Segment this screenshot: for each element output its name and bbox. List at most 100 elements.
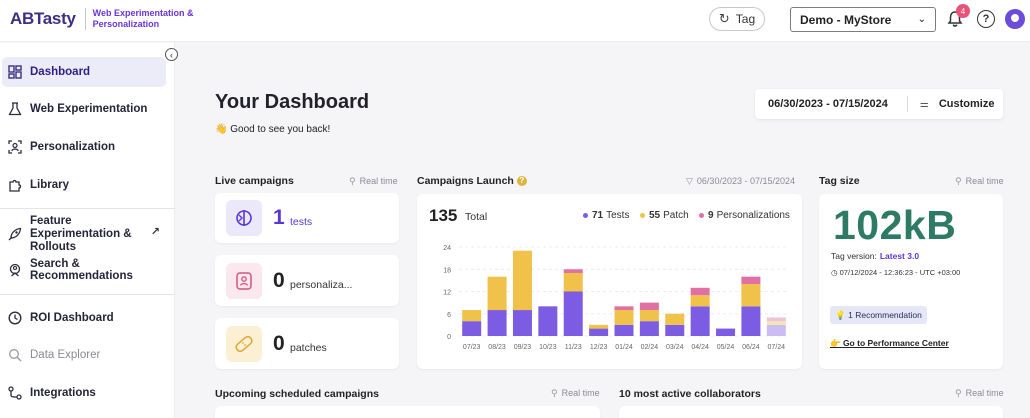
search-badge-icon <box>8 263 22 277</box>
patches-count: 0 <box>273 332 285 355</box>
bar-segment-patch <box>512 250 532 311</box>
campaigns-launch-card: 135 Total 71 Tests 55 Patch 9 Personalizati… <box>417 194 802 369</box>
sidebar-divider <box>0 208 174 209</box>
bar-segment-personalizations <box>639 302 659 311</box>
legend-count: 71 <box>592 210 604 221</box>
tag-button[interactable]: ↻ Tag <box>709 7 765 31</box>
sidebar-item-label: Dashboard <box>30 66 91 78</box>
patch-icon <box>226 326 262 362</box>
tests-count: 1 <box>273 206 285 229</box>
logo-text: ABTasty <box>10 9 76 28</box>
pin-icon: ⚲ <box>955 176 962 186</box>
x-tick-label: 06/24 <box>742 344 760 351</box>
bar-segment-tests <box>563 291 583 336</box>
campaign-card-patches[interactable]: 0 patches <box>215 318 399 369</box>
y-tick-label: 0 <box>447 334 451 341</box>
refresh-icon: ↻ <box>718 11 730 26</box>
campaign-card-tests[interactable]: 1 tests <box>215 193 399 243</box>
tag-size-title: Tag size <box>819 175 860 187</box>
tag-version-label: Tag version: <box>831 251 877 261</box>
date-range-picker[interactable]: 06/30/2023 - 07/15/2024 <box>768 98 888 110</box>
collapse-sidebar-button[interactable]: ‹ <box>165 48 178 61</box>
tag-version-value[interactable]: Latest 3.0 <box>879 251 920 261</box>
bar-segment-tests <box>512 310 532 336</box>
sidebar-item-label: ROI Dashboard <box>30 312 114 324</box>
campaigns-launch-chart: 0 6 12 18 24 07/23 08/23 09/23 10/23 11/23 12/23 01… <box>443 245 789 351</box>
tag-size-value: 102kB <box>833 202 957 248</box>
user-icon <box>1011 13 1019 22</box>
logo-subtitle: Web Experimentation & Personalization <box>92 8 194 29</box>
realtime-label: Real time <box>965 176 1004 186</box>
page-title: Your Dashboard <box>215 91 370 113</box>
campaigns-launch-title-text: Campaigns Launch <box>417 175 514 187</box>
sidebar-item-label: Library <box>30 179 69 191</box>
external-link-icon: ↗ <box>150 226 160 238</box>
sidebar-item-data-explorer[interactable]: Data Explorer <box>2 340 166 370</box>
personalizations-label: personaliza... <box>290 279 353 291</box>
legend-item-tests: 71 Tests <box>583 210 629 221</box>
x-tick-label: 08/23 <box>488 344 506 351</box>
tag-button-label: Tag <box>735 12 756 26</box>
logo-divider <box>84 8 86 30</box>
legend-dot <box>583 213 588 218</box>
pin-icon: ⚲ <box>955 388 962 398</box>
tag-date: ◷ 07/12/2024 - 12:36:23 - UTC +03:00 <box>831 268 960 277</box>
x-tick-label: 05/24 <box>717 344 735 351</box>
legend-label: Personalizations <box>716 210 790 221</box>
bar-segment-patch <box>563 272 583 292</box>
pin-icon: ⚲ <box>551 388 558 398</box>
sidebar-item-dashboard[interactable]: Dashboard <box>2 57 166 87</box>
sidebar-item-library[interactable]: Library <box>2 170 166 200</box>
divider <box>906 96 908 112</box>
tag-size-realtime: ⚲ Real time <box>955 176 1004 187</box>
x-tick-label: 07/23 <box>463 344 481 351</box>
bar-segment-patch <box>487 276 507 311</box>
campaigns-launch-filter[interactable]: ▽ 06/30/2023 - 07/15/2024 <box>686 176 795 187</box>
bar-segment-tests <box>665 324 685 336</box>
notifications-button[interactable]: 4 <box>946 4 970 32</box>
help-icon[interactable]: ? <box>977 10 995 28</box>
store-selector[interactable]: Demo - MyStore ⌄ <box>790 7 936 32</box>
legend-label: Patch <box>663 210 689 221</box>
recommendation-badge[interactable]: 💡 1 Recommendation <box>830 306 927 324</box>
chevron-left-icon: ‹ <box>170 49 173 60</box>
bar-segment-patch <box>766 321 786 325</box>
sidebar-item-integrations[interactable]: Integrations <box>2 378 166 408</box>
customize-button[interactable]: Customize <box>938 98 995 110</box>
realtime-label: Real time <box>561 388 600 398</box>
bar-segment-tests <box>766 324 786 336</box>
flask-icon <box>8 102 22 116</box>
sidebar-item-roi-dashboard[interactable]: ROI Dashboard <box>2 303 166 333</box>
collaborators-realtime: ⚲ Real time <box>955 388 1004 399</box>
logo[interactable]: ABTasty Web Experimentation & Personaliz… <box>10 8 203 30</box>
notification-count-badge: 4 <box>956 4 970 18</box>
sidebar-item-label: Personalization <box>30 141 115 153</box>
sliders-icon: ⚌ <box>919 98 929 110</box>
rocket-icon <box>8 227 22 241</box>
legend-count: 9 <box>708 210 714 221</box>
dashboard-icon <box>8 65 22 79</box>
bar-segment-tests <box>690 306 710 336</box>
performance-center-link[interactable]: 👉 Go to Performance Center <box>830 338 949 348</box>
bar-segment-patch <box>741 284 761 307</box>
y-tick-label: 6 <box>447 312 451 319</box>
filter-icon: ▽ <box>686 176 693 186</box>
sidebar-item-personalization[interactable]: Personalization <box>2 132 166 162</box>
sidebar-item-label: Search & Recommendations <box>30 258 133 282</box>
info-icon[interactable]: ? <box>516 176 527 187</box>
legend-dot <box>699 213 704 218</box>
sidebar-item-web-experimentation[interactable]: Web Experimentation <box>2 94 166 124</box>
bar-segment-patch <box>690 295 710 307</box>
legend-label: Tests <box>606 210 630 221</box>
sidebar-item-search-recommendations[interactable]: Search & Recommendations <box>2 255 166 285</box>
launch-total: 135 <box>429 206 458 225</box>
legend-count: 55 <box>649 210 661 221</box>
person-focus-icon <box>8 140 22 154</box>
sidebar-item-feature-experimentation[interactable]: Feature Experimentation & Rollouts ↗ <box>2 215 166 253</box>
bar-segment-tests <box>639 321 659 336</box>
bar-segment-personalizations <box>563 269 583 273</box>
avatar[interactable] <box>1005 9 1025 29</box>
bar-segment-personalizations <box>614 306 634 311</box>
pin-icon: ⚲ <box>349 176 356 186</box>
campaign-card-personalizations[interactable]: 0 personaliza... <box>215 255 399 306</box>
